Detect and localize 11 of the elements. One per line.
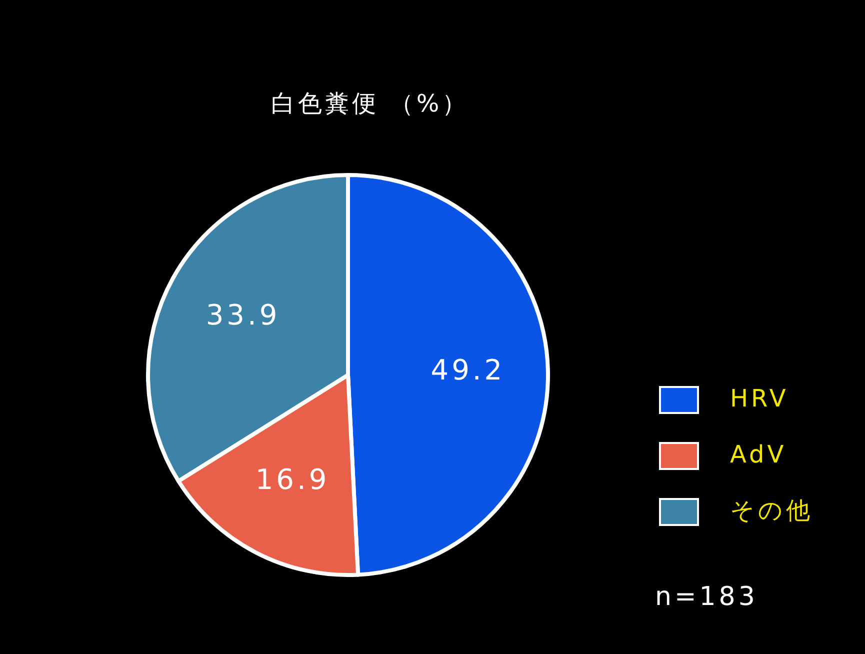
data-label: 49.2 xyxy=(430,354,506,387)
legend-label: その他 xyxy=(730,496,813,525)
pie: 49.2 16.9 33.9 xyxy=(146,173,550,577)
chart-title: 白色糞便 （%） xyxy=(270,90,470,118)
text: n=183 xyxy=(655,582,758,612)
pie-slice xyxy=(346,173,550,577)
pie-slice xyxy=(176,373,360,577)
data-label: 16.9 xyxy=(255,463,330,496)
data-label: 33.9 xyxy=(206,298,280,332)
legend-label: AdV xyxy=(730,440,787,469)
legend-label: HRV xyxy=(730,384,789,413)
